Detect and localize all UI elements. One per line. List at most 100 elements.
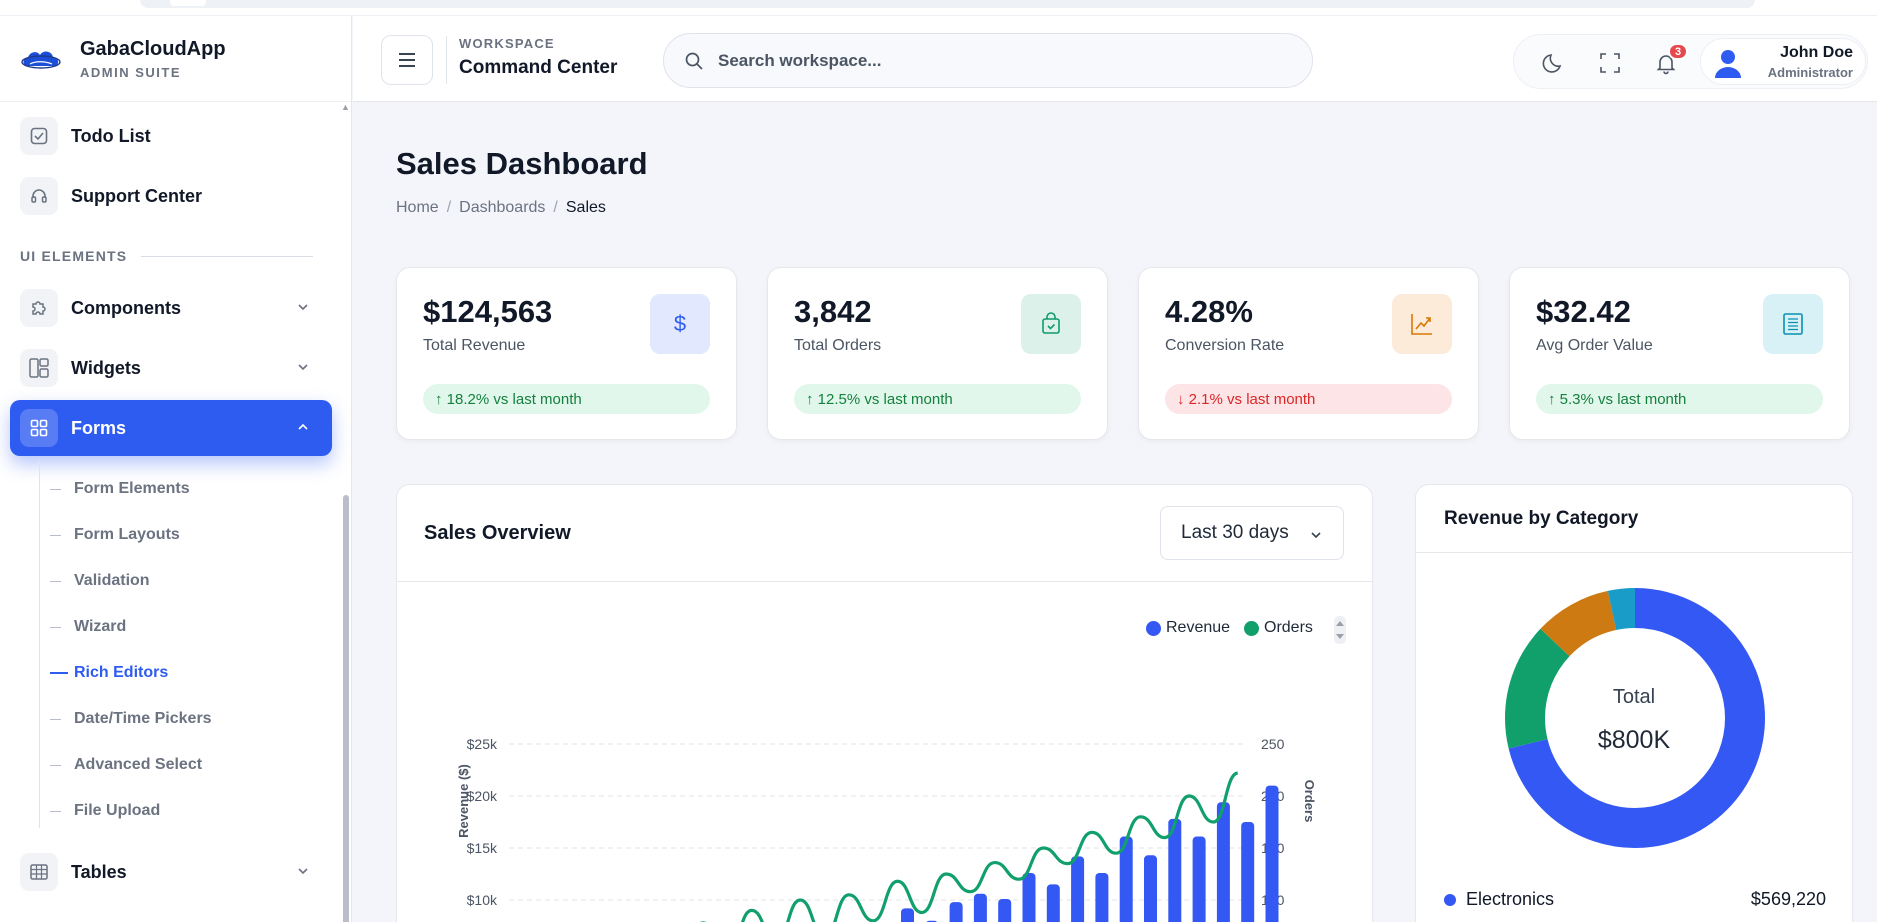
- scroll-thumb[interactable]: [343, 495, 349, 922]
- breadcrumb-home[interactable]: Home: [396, 199, 439, 216]
- avatar: [1715, 50, 1741, 78]
- sidebar-item-components[interactable]: Components: [10, 280, 332, 336]
- y-left-tick-label: $10k: [467, 892, 498, 908]
- stat-label: Total Revenue: [423, 337, 526, 354]
- submenu-label: Validation: [74, 572, 150, 589]
- stat-trend: ↑ 12.5% vs last month: [794, 384, 1081, 414]
- checkbox-icon: [20, 117, 58, 155]
- stat-label: Total Orders: [794, 337, 882, 354]
- brand[interactable]: GabaCloudApp ADMIN SUITE: [0, 16, 351, 102]
- search-input[interactable]: [718, 50, 1278, 71]
- bar-revenue: [949, 902, 963, 922]
- legend-label: Orders: [1264, 619, 1313, 636]
- sidebar-scrollbar[interactable]: ▲: [340, 102, 351, 922]
- sidebar-item-label: Support Center: [71, 185, 203, 206]
- grid-icon: [20, 409, 58, 447]
- donut-slice[interactable]: [1505, 588, 1765, 848]
- bell-icon: [1656, 55, 1676, 75]
- submenu-item-rich-editors[interactable]: Rich Editors: [38, 650, 340, 696]
- sidebar-item-todo-list[interactable]: Todo List: [10, 108, 332, 164]
- moon-icon: [1542, 54, 1562, 73]
- notifications-button[interactable]: 3: [1652, 43, 1688, 77]
- legend-scroll-icon[interactable]: [1333, 615, 1347, 645]
- menu-toggle-button[interactable]: [381, 35, 433, 85]
- sidebar: GabaCloudApp ADMIN SUITE Todo List Suppo…: [0, 16, 352, 922]
- stat-value: 4.28%: [1165, 294, 1253, 329]
- dark-mode-toggle[interactable]: [1540, 49, 1568, 77]
- donut-total-value: $800K: [1597, 726, 1671, 754]
- fullscreen-button[interactable]: [1596, 49, 1624, 77]
- shopping-bag-icon: [1021, 294, 1081, 354]
- user-role: Administrator: [1767, 65, 1853, 80]
- sidebar-item-widgets[interactable]: Widgets: [10, 340, 332, 396]
- submenu-dash: [50, 810, 61, 812]
- stat-card-total-orders: 3,842 Total Orders ↑ 12.5% vs last month: [767, 267, 1108, 440]
- submenu-item-file-upload[interactable]: File Upload: [38, 788, 340, 834]
- bar-revenue: [1265, 785, 1279, 922]
- stat-value: $124,563: [423, 294, 553, 329]
- bar-revenue: [1241, 822, 1255, 922]
- sidebar-item-tables[interactable]: Tables: [10, 844, 332, 900]
- revenue-by-category-card: Revenue by Category Total $800K Electron…: [1415, 484, 1853, 922]
- breadcrumb-dashboards[interactable]: Dashboards: [459, 199, 546, 216]
- submenu-item-date-time-pickers[interactable]: Date/Time Pickers: [38, 696, 340, 742]
- legend-dot: [1244, 620, 1259, 636]
- submenu-item-advanced-select[interactable]: Advanced Select: [38, 742, 340, 788]
- donut-total-label: Total: [1612, 686, 1656, 708]
- stat-value: $32.42: [1536, 294, 1631, 329]
- submenu-label: Date/Time Pickers: [74, 710, 212, 727]
- chevron-down-icon: [1311, 532, 1321, 539]
- card-divider: [397, 581, 1372, 582]
- donut-chart: [1505, 588, 1765, 848]
- card-divider: [1416, 552, 1852, 553]
- search-bar[interactable]: [663, 33, 1313, 88]
- donut-slice[interactable]: [1505, 588, 1765, 848]
- bar-revenue: [1216, 802, 1230, 922]
- stat-label: Conversion Rate: [1165, 337, 1285, 354]
- user-menu[interactable]: John Doe Administrator: [1700, 38, 1866, 85]
- sidebar-item-label: Todo List: [71, 125, 151, 146]
- category-row-electronics: Electronics $569,220: [1444, 889, 1826, 910]
- y-right-axis-title: Orders: [1302, 780, 1317, 823]
- submenu-dash: [50, 488, 61, 490]
- breadcrumb-current: Sales: [565, 199, 606, 216]
- category-label: Electronics: [1466, 889, 1555, 909]
- breadcrumb-separator: /: [446, 199, 452, 216]
- sidebar-item-forms[interactable]: Forms: [10, 400, 332, 456]
- y-left-tick-label: $15k: [467, 840, 498, 856]
- legend-item-orders[interactable]: Orders: [1244, 619, 1313, 637]
- range-select-value: Last 30 days: [1181, 522, 1289, 543]
- stat-trend: ↓ 2.1% vs last month: [1165, 384, 1452, 414]
- trend-chart-icon: [1392, 294, 1452, 354]
- receipt-icon: [1763, 294, 1823, 354]
- legend-item-revenue[interactable]: Revenue: [1146, 619, 1230, 637]
- section-title-ui-elements: UI ELEMENTS: [0, 232, 340, 280]
- submenu-label: Advanced Select: [74, 756, 203, 773]
- submenu-item-validation[interactable]: Validation: [38, 558, 340, 604]
- category-dot: [1444, 893, 1456, 906]
- submenu-item-form-elements[interactable]: Form Elements: [38, 466, 340, 512]
- submenu-dash: [50, 626, 61, 628]
- user-name: John Doe: [1780, 44, 1853, 61]
- sidebar-item-label: Widgets: [71, 357, 141, 378]
- bar-revenue: [1095, 872, 1109, 922]
- arrow-down-icon: ↓: [1177, 390, 1189, 408]
- app-name: GabaCloudApp: [80, 37, 226, 60]
- puzzle-icon: [20, 289, 58, 327]
- submenu-item-form-layouts[interactable]: Form Layouts: [38, 512, 340, 558]
- dollar-icon: $: [650, 294, 710, 354]
- workspace-name: Command Center: [459, 57, 618, 78]
- section-divider: [141, 255, 314, 257]
- submenu-label: Form Layouts: [74, 526, 180, 543]
- notification-badge: 3: [1668, 43, 1688, 60]
- range-select[interactable]: Last 30 days: [1160, 506, 1344, 560]
- tab-handle[interactable]: [170, 0, 206, 6]
- sidebar-item-support-center[interactable]: Support Center: [10, 168, 332, 224]
- sidebar-nav: Todo List Support Center UI ELEMENTS Com…: [0, 108, 340, 904]
- submenu-label: File Upload: [74, 802, 161, 819]
- stat-trend-text: 2.1% vs last month: [1188, 390, 1316, 408]
- scroll-up-arrow-icon[interactable]: ▲: [341, 102, 350, 112]
- submenu-dash: [50, 718, 61, 720]
- submenu-dash: [50, 764, 61, 766]
- submenu-item-wizard[interactable]: Wizard: [38, 604, 340, 650]
